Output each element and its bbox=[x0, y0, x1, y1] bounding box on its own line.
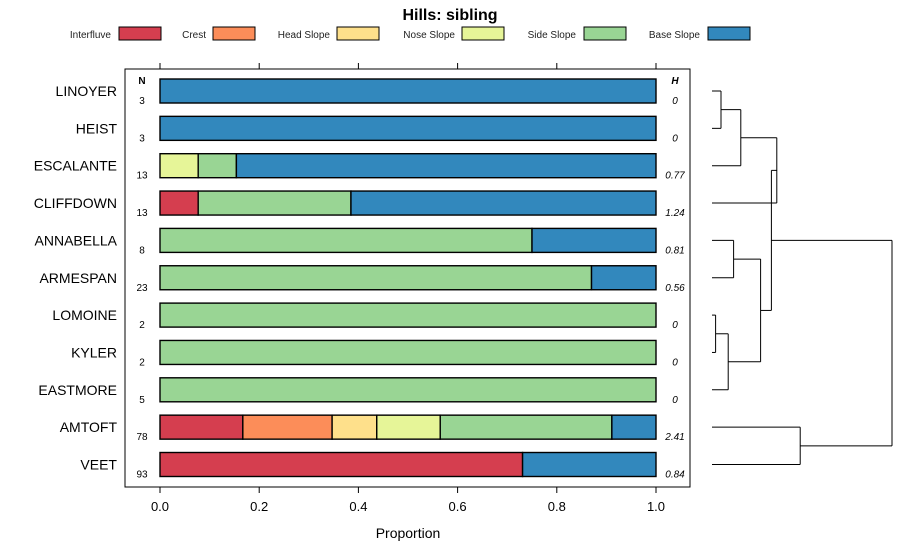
bar-segment-cliffdown-side-slope bbox=[197, 190, 352, 216]
legend-label-nose-slope: Nose Slope bbox=[403, 30, 455, 41]
legend-label-interfluve: Interfluve bbox=[70, 30, 112, 41]
bar-segment-escalante-side-slope bbox=[197, 152, 238, 179]
legend-swatch-nose-slope bbox=[461, 26, 505, 41]
n-value-kyler: 2 bbox=[139, 357, 145, 368]
bar-segment-amtoft-interfluve bbox=[159, 414, 244, 440]
bar-segment-annabella-base-slope bbox=[531, 227, 657, 254]
bar-segment-eastmore-side-slope bbox=[159, 377, 657, 403]
x-tick-label: 0.8 bbox=[548, 499, 566, 514]
bar-segment-amtoft-nose-slope bbox=[376, 414, 441, 440]
row-label-heist: HEIST bbox=[76, 120, 118, 136]
legend-swatch-head-slope bbox=[336, 26, 380, 41]
bar-segment-kyler-side-slope bbox=[159, 339, 657, 366]
n-value-eastmore: 5 bbox=[139, 395, 145, 406]
row-label-veet: VEET bbox=[80, 457, 117, 473]
bar-segment-amtoft-base-slope bbox=[611, 414, 657, 440]
h-column-header: H bbox=[671, 76, 679, 87]
n-column-header: N bbox=[138, 76, 145, 87]
h-value-cliffdown: 1.24 bbox=[665, 208, 685, 219]
h-value-lomoine: 0 bbox=[672, 320, 678, 331]
bar-segment-amtoft-side-slope bbox=[439, 414, 613, 440]
plot-frame bbox=[124, 68, 691, 488]
legend-label-crest: Crest bbox=[182, 30, 206, 41]
row-label-armespan: ARMESPAN bbox=[39, 270, 117, 286]
bar-segment-amtoft-crest bbox=[242, 414, 333, 440]
bar-segment-linoyer-base-slope bbox=[159, 78, 657, 104]
h-value-eastmore: 0 bbox=[672, 395, 678, 406]
h-value-kyler: 0 bbox=[672, 357, 678, 368]
row-labels-group: LINOYER 3 0 HEIST 3 0 ESCALANTE 13 0.77 CLIFFDOWN… bbox=[34, 83, 685, 481]
bar-segment-escalante-base-slope bbox=[235, 152, 657, 179]
h-value-linoyer: 0 bbox=[672, 96, 678, 107]
bar-segment-cliffdown-interfluve bbox=[159, 190, 199, 216]
row-label-cliffdown: CLIFFDOWN bbox=[34, 195, 117, 211]
n-value-veet: 93 bbox=[136, 470, 148, 481]
row-label-linoyer: LINOYER bbox=[56, 83, 117, 99]
x-tick-label: 0.0 bbox=[151, 499, 169, 514]
n-value-heist: 3 bbox=[139, 133, 145, 144]
bar-segment-armespan-side-slope bbox=[159, 265, 593, 291]
x-axis-label: Proportion bbox=[376, 525, 441, 541]
x-tick-label: 1.0 bbox=[647, 499, 665, 514]
x-tick-label: 0.2 bbox=[250, 499, 268, 514]
row-label-kyler: KYLER bbox=[71, 344, 117, 360]
bar-segment-cliffdown-base-slope bbox=[350, 190, 657, 216]
x-tick-label: 0.6 bbox=[449, 499, 467, 514]
bars-group bbox=[159, 78, 657, 478]
n-value-escalante: 13 bbox=[136, 171, 148, 182]
h-value-armespan: 0.56 bbox=[665, 283, 685, 294]
bar-segment-veet-interfluve bbox=[159, 451, 524, 478]
legend-label-head-slope: Head Slope bbox=[278, 30, 331, 41]
n-value-amtoft: 78 bbox=[136, 432, 148, 443]
bar-segment-lomoine-side-slope bbox=[159, 302, 657, 328]
bar-segment-annabella-side-slope bbox=[159, 227, 533, 254]
n-value-lomoine: 2 bbox=[139, 320, 145, 331]
row-label-annabella: ANNABELLA bbox=[35, 232, 118, 248]
row-label-eastmore: EASTMORE bbox=[38, 382, 117, 398]
legend-swatch-crest bbox=[212, 26, 256, 41]
chart-title: Hills: sibling bbox=[402, 7, 497, 24]
h-value-annabella: 0.81 bbox=[665, 245, 684, 256]
x-tick-label: 0.4 bbox=[349, 499, 367, 514]
legend-swatch-base-slope bbox=[707, 26, 751, 41]
row-label-escalante: ESCALANTE bbox=[34, 158, 117, 174]
x-axis: 0.0 0.2 0.4 0.6 0.8 1.0 bbox=[151, 63, 665, 514]
row-label-lomoine: LOMOINE bbox=[52, 307, 117, 323]
legend-label-base-slope: Base Slope bbox=[649, 30, 701, 41]
bar-segment-amtoft-head-slope bbox=[331, 414, 378, 440]
bar-segment-veet-base-slope bbox=[521, 451, 657, 478]
row-label-amtoft: AMTOFT bbox=[60, 419, 118, 435]
legend-swatch-side-slope bbox=[583, 26, 627, 41]
legend-swatch-interfluve bbox=[118, 26, 162, 41]
bar-segment-heist-base-slope bbox=[159, 115, 657, 142]
h-value-escalante: 0.77 bbox=[665, 171, 685, 182]
n-value-armespan: 23 bbox=[136, 283, 148, 294]
n-value-linoyer: 3 bbox=[139, 96, 145, 107]
legend-label-side-slope: Side Slope bbox=[528, 30, 577, 41]
bar-segment-escalante-nose-slope bbox=[159, 152, 199, 179]
dendrogram bbox=[712, 90, 893, 465]
legend: Interfluve Crest Head Slope Nose Slope Side … bbox=[70, 26, 751, 41]
h-value-amtoft: 2.41 bbox=[664, 432, 684, 443]
n-value-annabella: 8 bbox=[139, 245, 145, 256]
n-value-cliffdown: 13 bbox=[136, 208, 148, 219]
bar-segment-armespan-base-slope bbox=[590, 265, 657, 291]
h-value-heist: 0 bbox=[672, 133, 678, 144]
h-value-veet: 0.84 bbox=[665, 470, 685, 481]
